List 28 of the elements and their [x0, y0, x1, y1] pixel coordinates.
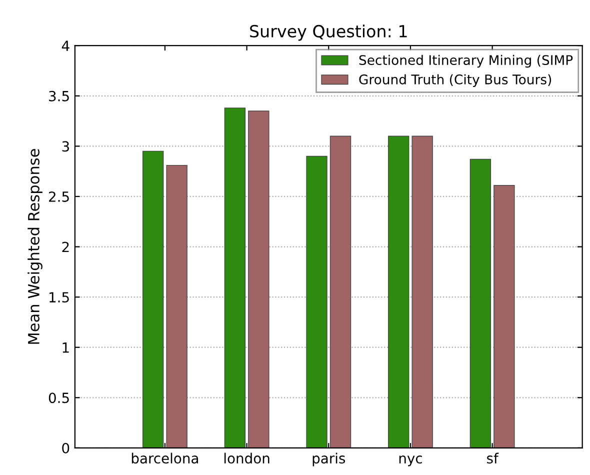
bar	[494, 185, 515, 448]
bar	[306, 156, 328, 448]
y-tick-label: 0	[62, 442, 70, 454]
bar	[248, 110, 270, 448]
y-tick-label: 3	[62, 141, 69, 152]
y-tick-label: 0.5	[48, 392, 69, 404]
x-tick-label: nyc	[399, 456, 422, 466]
y-tick-label: 4	[62, 40, 70, 51]
y-tick-label: 1.5	[50, 292, 69, 303]
y-tick-label: 1	[62, 342, 69, 353]
x-tick-label: paris	[312, 452, 346, 466]
y-axis-title: Mean Weighted Response	[28, 149, 42, 344]
bar	[224, 108, 246, 448]
bar	[330, 136, 352, 448]
y-tick-label: 2	[62, 242, 69, 252]
bar	[470, 158, 492, 448]
y-tick-label: 2.5	[49, 191, 69, 202]
x-tick-label: sf	[487, 452, 499, 464]
legend-label: Ground Truth (City Bus Tours)	[359, 74, 552, 87]
bar	[388, 136, 410, 448]
chart-title: Survey Question: 1	[250, 24, 407, 41]
legend-label: Sectioned Itinerary Mining (SIMP	[359, 54, 573, 68]
bar	[166, 164, 188, 448]
y-tick-label: 3.5	[49, 90, 69, 102]
x-tick-label: london	[224, 452, 270, 464]
bar	[142, 150, 164, 448]
bar	[412, 136, 433, 448]
x-tick-label: barcelona	[132, 452, 198, 464]
